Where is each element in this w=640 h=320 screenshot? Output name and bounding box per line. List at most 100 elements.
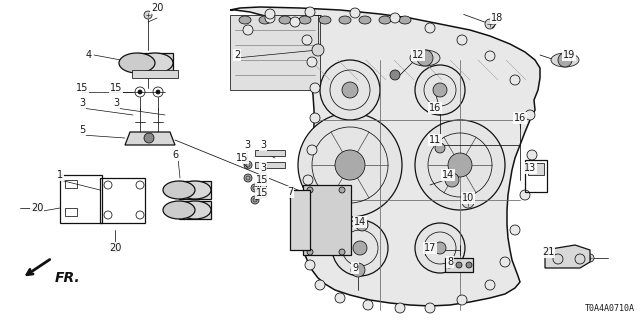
Circle shape	[312, 44, 324, 56]
Circle shape	[265, 13, 275, 23]
Bar	[100, 178, 145, 223]
Text: 2: 2	[234, 50, 240, 60]
Bar	[260, 172, 266, 197]
Circle shape	[305, 260, 315, 270]
Circle shape	[390, 13, 400, 23]
Text: 21: 21	[542, 247, 554, 257]
Text: 15: 15	[76, 83, 88, 93]
Bar	[528, 163, 544, 175]
Circle shape	[342, 82, 358, 98]
Circle shape	[457, 35, 467, 45]
Circle shape	[425, 303, 435, 313]
Circle shape	[353, 241, 367, 255]
Circle shape	[243, 25, 253, 35]
Text: 20: 20	[109, 243, 121, 253]
Text: 8: 8	[447, 257, 453, 267]
Text: 18: 18	[491, 13, 503, 23]
Circle shape	[251, 196, 259, 204]
Circle shape	[34, 204, 42, 212]
Polygon shape	[545, 245, 590, 268]
Bar	[525, 160, 547, 192]
Circle shape	[265, 9, 275, 19]
Ellipse shape	[410, 50, 440, 66]
Circle shape	[244, 174, 252, 182]
Text: 14: 14	[354, 217, 366, 227]
Circle shape	[144, 11, 152, 19]
Bar	[255, 162, 285, 168]
Text: 15: 15	[256, 188, 268, 198]
Circle shape	[251, 184, 259, 192]
Text: 19: 19	[563, 50, 575, 60]
Text: 15: 15	[256, 175, 268, 185]
Circle shape	[300, 235, 310, 245]
Circle shape	[332, 220, 388, 276]
Circle shape	[457, 295, 467, 305]
Circle shape	[485, 19, 495, 29]
Circle shape	[302, 35, 312, 45]
Bar	[60, 175, 102, 223]
Text: 6: 6	[172, 150, 178, 160]
Text: 3: 3	[79, 98, 85, 108]
Ellipse shape	[379, 16, 391, 24]
Circle shape	[356, 219, 368, 231]
Text: 7: 7	[287, 187, 293, 197]
Circle shape	[433, 83, 447, 97]
Ellipse shape	[279, 16, 291, 24]
Ellipse shape	[359, 16, 371, 24]
Bar	[445, 258, 473, 272]
Circle shape	[462, 196, 474, 208]
Ellipse shape	[179, 201, 211, 219]
Circle shape	[320, 60, 380, 120]
Text: 10: 10	[462, 193, 474, 203]
Bar	[290, 190, 310, 250]
Text: 3: 3	[260, 163, 266, 173]
Ellipse shape	[119, 53, 155, 73]
Text: 5: 5	[79, 125, 85, 135]
Circle shape	[244, 161, 252, 169]
Bar	[255, 150, 285, 156]
Circle shape	[510, 75, 520, 85]
Circle shape	[144, 133, 154, 143]
Circle shape	[525, 110, 535, 120]
Circle shape	[415, 120, 505, 210]
Text: FR.: FR.	[55, 271, 81, 285]
Bar	[179, 181, 211, 199]
Circle shape	[310, 113, 320, 123]
Circle shape	[138, 90, 142, 94]
Circle shape	[395, 303, 405, 313]
Circle shape	[298, 113, 402, 217]
Circle shape	[339, 187, 345, 193]
Circle shape	[500, 257, 510, 267]
Text: 3: 3	[260, 140, 266, 150]
Text: T0A4A0710A: T0A4A0710A	[585, 304, 635, 313]
Circle shape	[485, 280, 495, 290]
Circle shape	[434, 242, 446, 254]
Ellipse shape	[179, 181, 211, 199]
Circle shape	[335, 150, 365, 180]
Circle shape	[446, 262, 452, 268]
Text: 20: 20	[31, 203, 43, 213]
Circle shape	[339, 249, 345, 255]
Text: 20: 20	[151, 3, 163, 13]
Circle shape	[307, 57, 317, 67]
Circle shape	[111, 244, 119, 252]
Text: 17: 17	[424, 243, 436, 253]
Circle shape	[335, 293, 345, 303]
Circle shape	[307, 187, 313, 193]
Text: 16: 16	[429, 103, 441, 113]
Text: 3: 3	[113, 98, 119, 108]
Circle shape	[448, 153, 472, 177]
Circle shape	[390, 70, 400, 80]
Polygon shape	[230, 7, 540, 306]
Ellipse shape	[399, 16, 411, 24]
Circle shape	[315, 280, 325, 290]
Circle shape	[456, 262, 462, 268]
Circle shape	[290, 17, 300, 27]
Bar	[137, 53, 173, 73]
Text: 14: 14	[442, 170, 454, 180]
Circle shape	[510, 225, 520, 235]
Circle shape	[558, 53, 572, 67]
Circle shape	[307, 145, 317, 155]
Text: 13: 13	[524, 163, 536, 173]
Ellipse shape	[163, 201, 195, 219]
